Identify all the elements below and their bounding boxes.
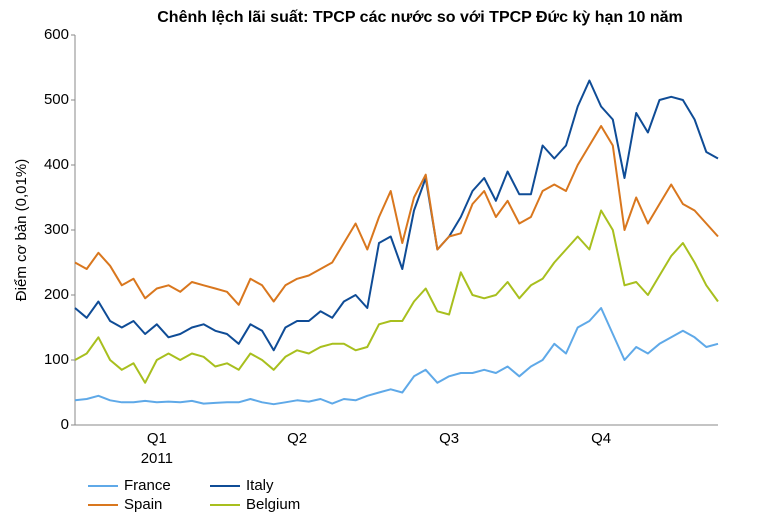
y-tick-label: 0 — [61, 416, 69, 433]
legend-label: Italy — [246, 477, 274, 494]
x-tick-label: Q3 — [439, 430, 459, 447]
x-tick-label: Q2 — [287, 430, 307, 447]
series-line — [74, 209, 719, 384]
y-tick-label: 500 — [44, 91, 69, 108]
legend-label: France — [124, 477, 171, 494]
legend-label: Belgium — [246, 496, 300, 513]
y-tick-label: 400 — [44, 156, 69, 173]
y-tick-label: 600 — [44, 26, 69, 43]
x-tick-label: Q1 — [147, 430, 167, 447]
x-group-label: 2011 — [141, 450, 173, 467]
chart-title: Chênh lệch lãi suất: TPCP các nước so vớ… — [157, 9, 683, 26]
series-line — [74, 79, 719, 352]
series-line — [74, 125, 719, 306]
series-line — [74, 307, 719, 406]
legend-label: Spain — [124, 496, 162, 513]
y-axis-label: Điểm cơ bản (0,01%) — [13, 159, 30, 301]
y-tick-label: 300 — [44, 221, 69, 238]
y-tick-label: 100 — [44, 351, 69, 368]
y-tick-label: 200 — [44, 286, 69, 303]
x-tick-label: Q4 — [591, 430, 611, 447]
